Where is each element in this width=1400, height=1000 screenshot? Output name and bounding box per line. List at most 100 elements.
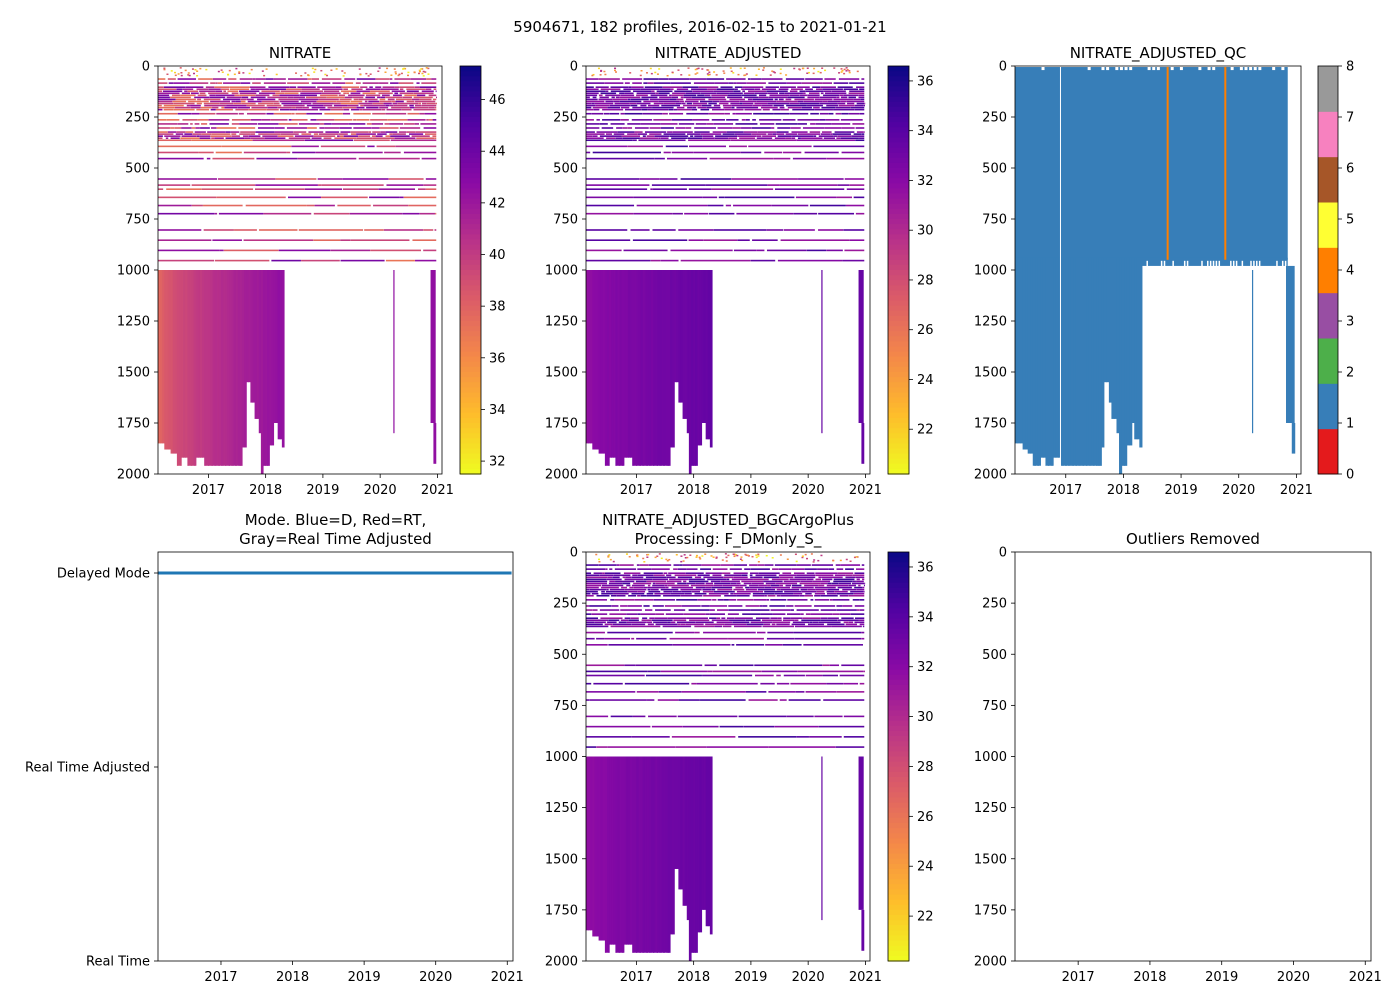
data-sample	[671, 137, 688, 139]
data-sample	[341, 70, 344, 72]
data-sample	[749, 564, 758, 566]
data-sample	[337, 204, 371, 207]
data-column	[821, 270, 823, 434]
data-sample	[649, 67, 652, 70]
data-sample	[279, 108, 290, 111]
data-sample	[301, 259, 340, 262]
data-sample	[606, 137, 616, 139]
data-sample	[623, 249, 668, 252]
data-sample	[675, 102, 682, 105]
data-sample	[204, 104, 226, 107]
data-sample	[190, 104, 201, 107]
data-sample	[785, 584, 792, 587]
data-sample	[350, 108, 360, 111]
data-sample	[586, 617, 599, 620]
data-sample	[796, 139, 856, 142]
data-sample	[399, 92, 414, 95]
colorbar-segment	[888, 336, 909, 342]
colorbar-tick-label: 30	[917, 710, 934, 725]
data-sample	[196, 135, 200, 137]
data-sample	[711, 108, 725, 111]
data-sample	[196, 102, 202, 105]
data-sample	[180, 94, 196, 97]
data-sample	[686, 582, 696, 585]
data-column	[611, 756, 614, 945]
data-gap	[623, 952, 626, 961]
data-sample	[784, 92, 803, 95]
data-sample	[856, 568, 865, 570]
data-sample	[298, 229, 364, 231]
data-sample	[158, 178, 218, 180]
data-sample	[721, 617, 726, 620]
data-sample	[765, 644, 783, 646]
data-sample	[743, 67, 746, 69]
data-sample	[809, 204, 846, 207]
data-sample	[609, 588, 625, 591]
data-sample	[651, 619, 673, 622]
data-sample	[586, 637, 595, 640]
data-sample	[238, 112, 244, 115]
y-tick-label: 1000	[117, 264, 150, 279]
data-sample	[708, 212, 735, 215]
data-sample	[734, 133, 752, 135]
data-sample	[421, 90, 434, 93]
data-sample	[416, 94, 426, 97]
data-sample	[636, 94, 648, 97]
colorbar-frame	[887, 551, 910, 962]
data-sample	[292, 151, 316, 154]
data-column	[646, 756, 650, 953]
data-sample	[800, 613, 804, 615]
qc-column	[1042, 257, 1047, 458]
data-sample	[841, 127, 855, 129]
data-sample	[712, 100, 720, 103]
data-sample	[812, 621, 819, 624]
data-sample	[832, 599, 850, 601]
data-sample	[177, 73, 180, 75]
data-sample	[842, 588, 857, 591]
qc-gap	[1077, 465, 1079, 474]
colorbar-segment	[888, 106, 909, 113]
x-tick-label: 2018	[276, 970, 309, 985]
data-sample	[733, 555, 736, 558]
data-sample	[722, 572, 731, 575]
data-sample	[266, 108, 279, 111]
qc-gap	[1212, 67, 1216, 71]
data-sample	[638, 139, 686, 142]
qc-gap	[1080, 465, 1083, 474]
data-sample	[670, 249, 733, 252]
data-sample	[729, 619, 746, 622]
data-sample	[702, 135, 714, 137]
data-gap	[199, 465, 201, 474]
data-sample	[187, 74, 190, 76]
data-sample	[191, 184, 256, 186]
data-sample	[586, 576, 608, 579]
data-sample	[373, 137, 395, 139]
data-sample	[173, 108, 195, 111]
colorbar-segment	[888, 664, 909, 671]
data-sample	[701, 605, 710, 607]
qc-gap	[1094, 465, 1097, 474]
data-sample	[586, 746, 597, 748]
data-sample	[793, 67, 796, 70]
data-sample	[736, 106, 759, 109]
colorbar-segment	[460, 356, 481, 363]
data-sample	[397, 74, 400, 77]
data-gap	[223, 465, 225, 474]
data-column	[185, 270, 188, 458]
x-tick-label: 2019	[1165, 483, 1198, 498]
data-sample	[790, 617, 803, 620]
data-sample	[795, 560, 798, 563]
data-sample	[807, 588, 816, 591]
data-sample	[158, 184, 191, 186]
data-column	[193, 270, 197, 466]
data-sample	[231, 133, 237, 135]
data-sample	[815, 123, 832, 125]
data-column	[617, 270, 621, 466]
data-column	[596, 270, 600, 450]
colorbar-tick-label: 1	[1346, 417, 1354, 432]
data-sample	[185, 131, 194, 133]
y-tick-label: 0	[999, 60, 1007, 75]
data-sample	[729, 98, 745, 101]
data-sample	[680, 259, 751, 262]
